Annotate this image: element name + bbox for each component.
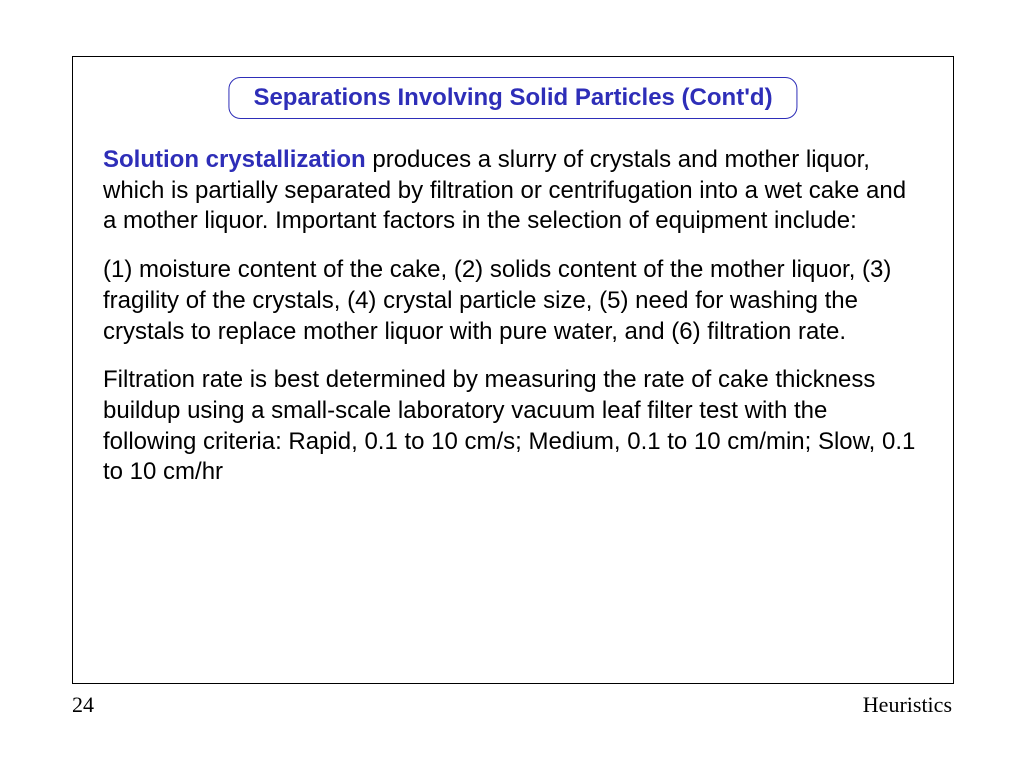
page-number: 24 xyxy=(72,692,94,718)
paragraph-1: Solution crystallization produces a slur… xyxy=(103,145,923,237)
slide-title: Separations Involving Solid Particles (C… xyxy=(253,84,772,111)
footer-label: Heuristics xyxy=(863,692,952,718)
paragraph-2: (1) moisture content of the cake, (2) so… xyxy=(103,255,923,347)
slide-frame: Separations Involving Solid Particles (C… xyxy=(72,56,954,684)
title-box: Separations Involving Solid Particles (C… xyxy=(228,77,797,119)
lead-term: Solution crystallization xyxy=(103,146,366,173)
slide-body: Solution crystallization produces a slur… xyxy=(103,145,923,506)
paragraph-3: Filtration rate is best determined by me… xyxy=(103,365,923,488)
